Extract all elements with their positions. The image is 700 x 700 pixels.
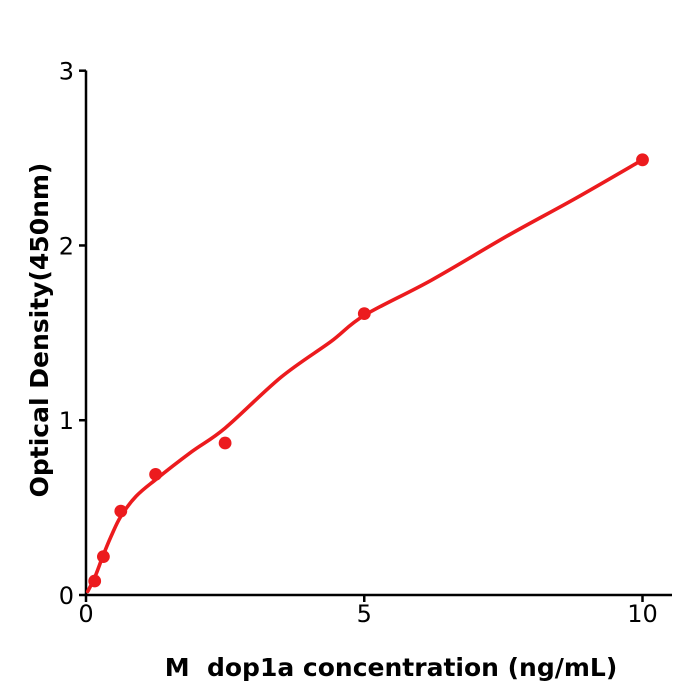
data-point-marker [357,307,371,320]
data-point-marker [636,153,649,167]
data-point-marker [88,574,102,588]
axes [84,70,672,597]
axis-ticks [79,69,644,602]
data-point-marker [97,550,110,563]
data-point-marker [149,468,163,481]
fit-curve-line [85,158,645,594]
x-axis-label: M dop1a concentration (ng/mL) [165,653,618,682]
data-point-marker [114,504,128,518]
x-tick-label: 10 [627,600,658,628]
data-points [88,153,649,588]
y-tick-label: 1 [59,407,74,435]
x-tick-label: 0 [78,600,93,628]
x-tick-label: 5 [357,600,372,628]
data-point-marker [218,436,232,450]
y-tick-label: 3 [59,58,74,86]
y-tick-label: 2 [59,232,74,260]
y-tick-label: 0 [59,582,74,610]
y-axis-label: Optical Density(450nm) [25,163,54,498]
axis-tick-labels: 0 5 10 0 1 2 3 [59,58,658,628]
